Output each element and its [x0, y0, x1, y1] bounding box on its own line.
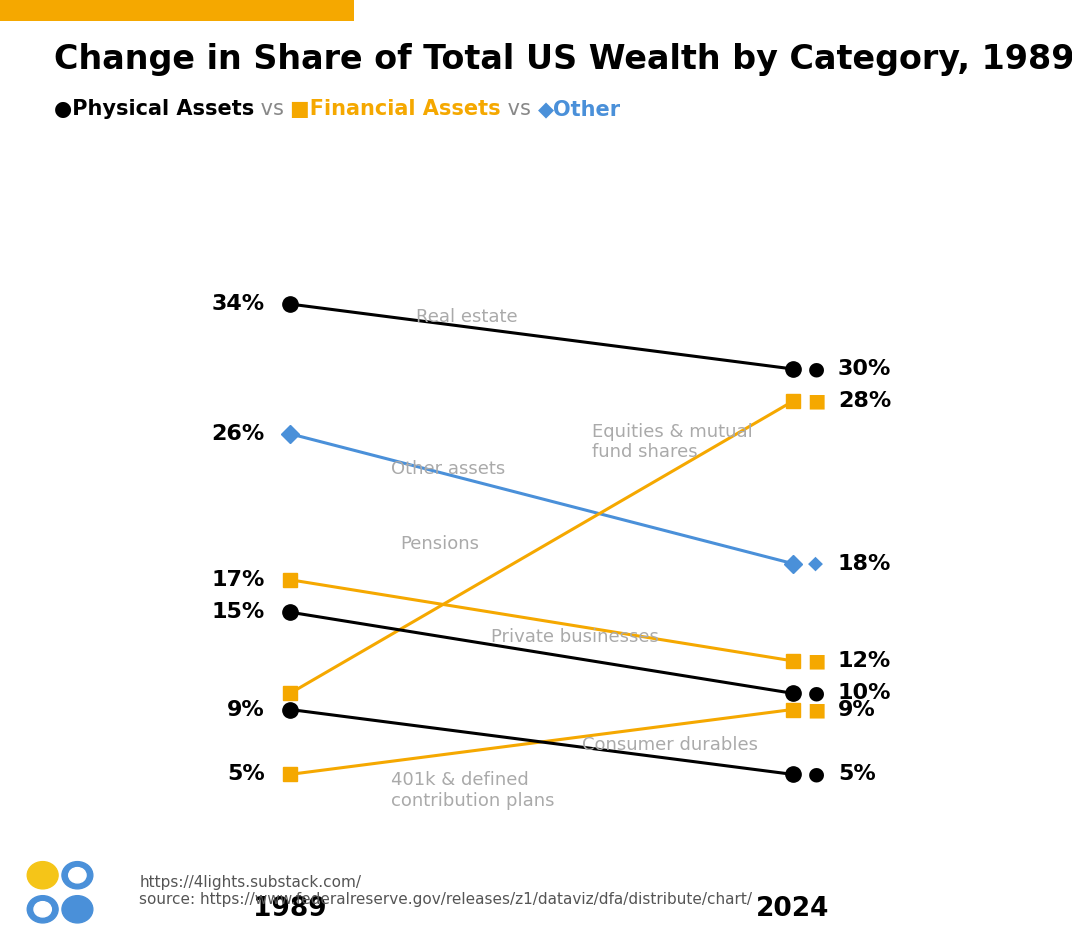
- Text: 9%: 9%: [227, 699, 265, 720]
- Text: Equities & mutual
fund shares: Equities & mutual fund shares: [592, 423, 753, 462]
- Text: Consumer durables: Consumer durables: [581, 736, 758, 754]
- Text: 9%: 9%: [838, 699, 876, 720]
- Text: Real estate: Real estate: [416, 308, 518, 326]
- Text: ■Financial Assets: ■Financial Assets: [291, 99, 501, 119]
- Text: ◆Other: ◆Other: [537, 99, 621, 119]
- Text: ■: ■: [807, 652, 827, 671]
- Text: 12%: 12%: [838, 651, 891, 671]
- Text: 5%: 5%: [838, 764, 876, 784]
- Text: ●: ●: [807, 359, 824, 378]
- Text: ■: ■: [807, 392, 827, 411]
- Circle shape: [34, 902, 51, 917]
- Text: vs: vs: [501, 99, 537, 119]
- Circle shape: [27, 862, 58, 889]
- Text: 30%: 30%: [838, 359, 891, 379]
- Text: Pensions: Pensions: [401, 535, 479, 553]
- Text: 10%: 10%: [838, 683, 891, 703]
- Text: Change in Share of Total US Wealth by Category, 1989 – 2024: Change in Share of Total US Wealth by Ca…: [54, 43, 1072, 76]
- Text: ●: ●: [807, 684, 824, 703]
- Text: ●: ●: [807, 765, 824, 784]
- Text: 15%: 15%: [212, 603, 265, 622]
- Text: 26%: 26%: [212, 424, 265, 444]
- Text: 28%: 28%: [838, 392, 891, 412]
- Text: 401k & defined
contribution plans: 401k & defined contribution plans: [390, 771, 554, 810]
- Text: 17%: 17%: [211, 569, 265, 589]
- Text: vs: vs: [254, 99, 291, 119]
- Text: 1989: 1989: [253, 896, 327, 922]
- Circle shape: [62, 896, 93, 923]
- Text: ◆: ◆: [807, 554, 822, 573]
- Text: 34%: 34%: [212, 294, 265, 314]
- Circle shape: [27, 896, 58, 923]
- Text: ■: ■: [807, 700, 827, 719]
- Text: ●Physical Assets: ●Physical Assets: [54, 99, 254, 119]
- Text: Private businesses: Private businesses: [491, 627, 659, 645]
- Text: https://4lights.substack.com/
source: https://www.federalreserve.gov/releases/z1: https://4lights.substack.com/ source: ht…: [139, 875, 753, 907]
- Text: 5%: 5%: [227, 764, 265, 784]
- Text: Other assets: Other assets: [390, 461, 505, 479]
- Circle shape: [62, 862, 93, 889]
- Circle shape: [69, 867, 86, 883]
- Text: 2024: 2024: [756, 896, 830, 922]
- Text: 18%: 18%: [838, 553, 891, 573]
